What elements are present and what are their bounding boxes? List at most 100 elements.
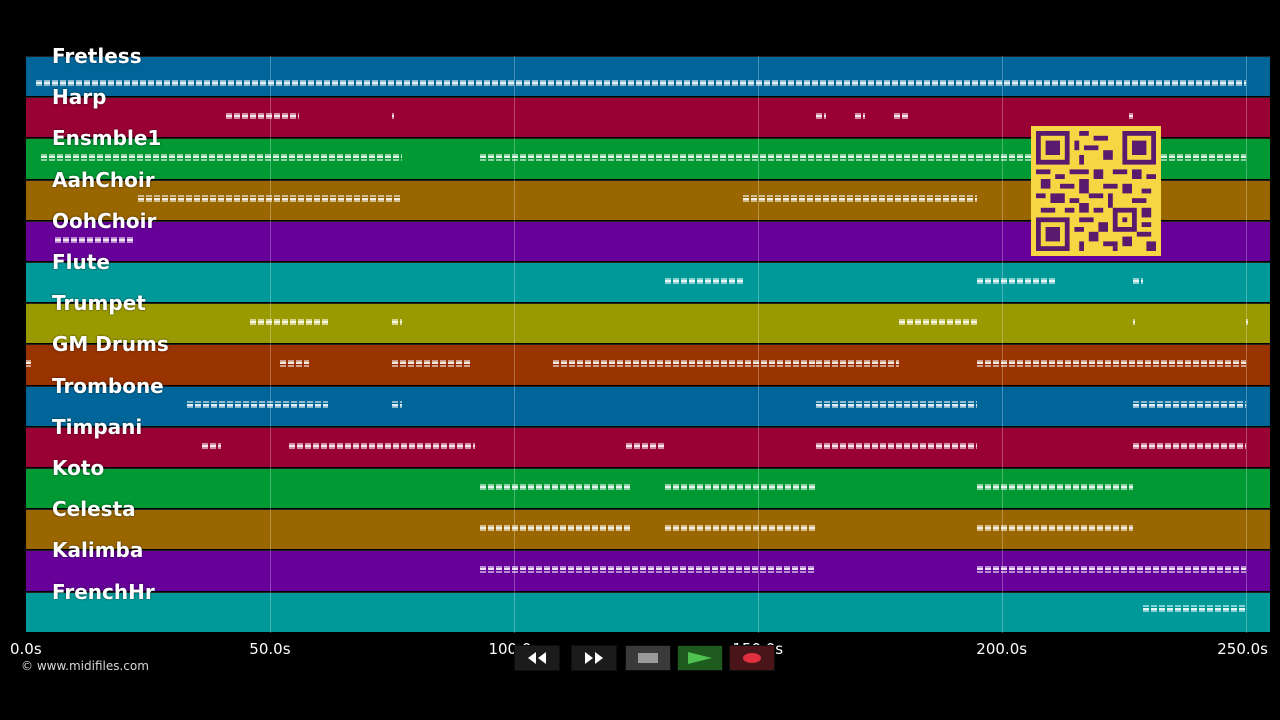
note-line bbox=[391, 360, 470, 363]
note-line bbox=[26, 360, 31, 363]
note-line bbox=[1143, 607, 1246, 610]
track-label: Ensmble1 bbox=[52, 126, 162, 151]
note-line bbox=[479, 156, 978, 159]
note-line bbox=[977, 277, 1056, 280]
note-line bbox=[289, 442, 475, 445]
note-line bbox=[1245, 321, 1248, 324]
track-lane-timpani bbox=[26, 426, 1270, 467]
note-line bbox=[138, 197, 402, 200]
note-line bbox=[816, 442, 978, 445]
note-line bbox=[226, 113, 300, 115]
track-label: Harp bbox=[52, 85, 107, 110]
note-line bbox=[665, 488, 817, 491]
note-line bbox=[35, 82, 1246, 84]
track-lane-flute bbox=[26, 262, 1270, 303]
time-tick-label: 200.0s bbox=[976, 640, 1028, 658]
note-line bbox=[816, 405, 978, 408]
grid-line bbox=[1245, 56, 1247, 633]
fast-forward-button[interactable] bbox=[571, 645, 617, 671]
note-line bbox=[626, 442, 666, 445]
note-line bbox=[665, 529, 817, 532]
stop-button[interactable] bbox=[625, 645, 671, 671]
note-line bbox=[1133, 321, 1136, 324]
play-icon bbox=[688, 652, 712, 664]
note-line bbox=[279, 362, 309, 365]
note-line bbox=[977, 282, 1056, 285]
grid-line bbox=[757, 56, 759, 633]
track-label: Flute bbox=[52, 250, 110, 274]
note-line bbox=[391, 323, 402, 326]
note-line bbox=[977, 529, 1134, 532]
note-line bbox=[26, 364, 31, 367]
note-line bbox=[55, 238, 134, 241]
note-line bbox=[816, 117, 827, 120]
copyright-text: © www.midifiles.com bbox=[21, 659, 149, 673]
note-line bbox=[1128, 115, 1134, 118]
note-line bbox=[250, 321, 329, 324]
note-line bbox=[201, 442, 222, 445]
note-line bbox=[1133, 403, 1246, 406]
note-line bbox=[665, 483, 817, 486]
track-lane-celesta bbox=[26, 509, 1270, 550]
note-line bbox=[186, 405, 329, 408]
note-line bbox=[1133, 447, 1246, 449]
note-line bbox=[626, 447, 666, 449]
note-line bbox=[201, 447, 222, 449]
note-line bbox=[665, 277, 744, 280]
note-line bbox=[40, 154, 402, 157]
note-line bbox=[743, 199, 978, 202]
note-line bbox=[186, 403, 329, 406]
note-line bbox=[665, 280, 744, 282]
track-lane-kalimba bbox=[26, 550, 1270, 591]
note-line bbox=[1128, 117, 1134, 120]
note-line bbox=[977, 483, 1134, 486]
time-tick-label: 0.0s bbox=[10, 640, 42, 658]
note-line bbox=[55, 241, 134, 243]
record-icon bbox=[743, 653, 761, 663]
note-line bbox=[289, 444, 475, 447]
rewind-button[interactable] bbox=[514, 645, 560, 671]
note-line bbox=[391, 117, 394, 120]
note-line bbox=[894, 113, 909, 115]
note-line bbox=[899, 321, 978, 324]
note-line bbox=[816, 401, 978, 404]
note-line bbox=[855, 117, 866, 120]
note-line bbox=[479, 154, 978, 157]
note-line bbox=[743, 197, 978, 200]
note-line bbox=[479, 568, 817, 571]
note-line bbox=[479, 488, 631, 491]
note-line bbox=[816, 447, 978, 449]
note-line bbox=[40, 158, 402, 161]
track-label: Trumpet bbox=[52, 291, 146, 316]
record-button[interactable] bbox=[729, 645, 775, 671]
play-button[interactable] bbox=[677, 645, 723, 671]
track-label: Timpani bbox=[52, 414, 143, 439]
note-line bbox=[816, 362, 900, 365]
note-line bbox=[391, 405, 402, 408]
track-label: Trombone bbox=[52, 373, 164, 398]
note-line bbox=[977, 360, 1246, 363]
note-line bbox=[138, 195, 402, 198]
note-line bbox=[391, 115, 394, 118]
grid-line bbox=[1001, 56, 1003, 633]
note-line bbox=[391, 362, 470, 365]
note-line bbox=[665, 527, 817, 530]
note-line bbox=[1133, 282, 1144, 285]
note-line bbox=[250, 319, 329, 321]
qr-code-pattern bbox=[1036, 131, 1156, 251]
note-line bbox=[855, 113, 866, 115]
note-line bbox=[816, 403, 978, 406]
note-line bbox=[552, 362, 817, 365]
note-line bbox=[1133, 401, 1246, 404]
track-label: Kalimba bbox=[52, 538, 144, 563]
note-line bbox=[40, 156, 402, 159]
note-line bbox=[665, 525, 817, 527]
note-line bbox=[1133, 442, 1246, 445]
note-line bbox=[977, 566, 1246, 569]
track-label: FrenchHr bbox=[52, 579, 155, 604]
note-line bbox=[894, 117, 909, 120]
note-line bbox=[479, 158, 978, 161]
note-line bbox=[816, 444, 978, 447]
note-line bbox=[977, 486, 1134, 488]
note-line bbox=[1133, 277, 1144, 280]
